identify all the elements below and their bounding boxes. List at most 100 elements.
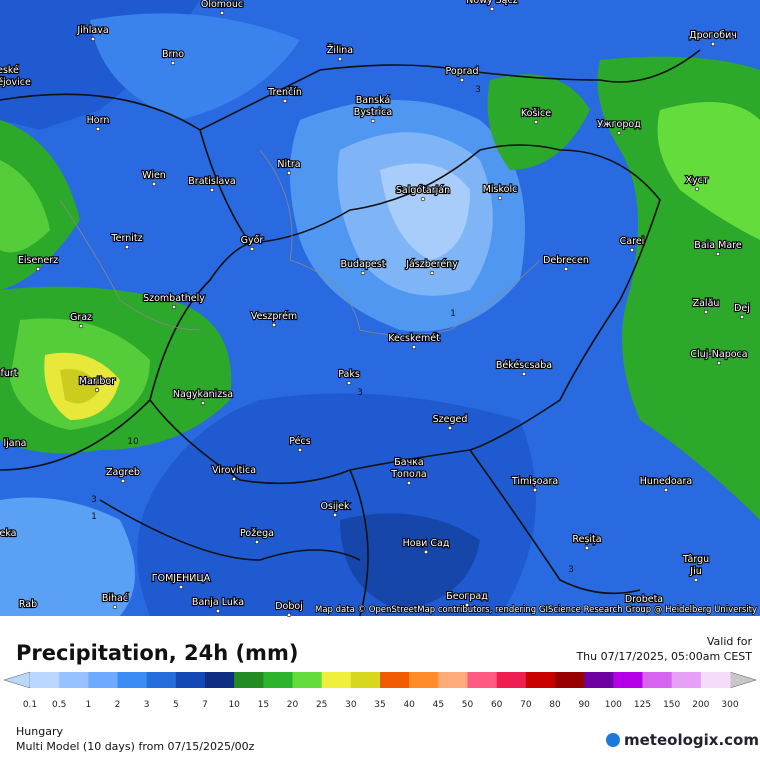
city-label: furt [1,368,18,379]
city-dot [35,266,41,272]
city-dot [716,360,722,366]
city-label: Eisenerz [18,255,58,266]
city-dot [694,186,700,192]
city-dot [231,476,237,482]
legend-label: 60 [491,700,503,710]
legend-label: 3 [144,700,150,710]
city-dot [563,266,569,272]
city-label: Ужгород [597,119,641,130]
legend-swatch [88,672,118,688]
city-dot [464,602,470,608]
brand[interactable]: meteologix.com [624,731,759,749]
legend-label: 0.5 [52,700,66,710]
model: Multi Model (10 days) from 07/15/2025/00… [16,740,255,753]
city-dot [715,251,721,257]
legend-label: 25 [316,700,327,710]
city-label: Olomouc [201,0,243,10]
contour-label: 1 [450,309,456,319]
contour-label: 3 [91,495,97,505]
city-dot [489,6,495,12]
city-dot [90,36,96,42]
legend-swatch [555,672,585,688]
city-label: Kecskemét [388,333,440,344]
legend-label: 150 [663,700,680,710]
city-dot [703,309,709,315]
attribution: Map data © OpenStreetMap contributors, r… [315,605,757,615]
city-dot [521,371,527,377]
legend-arrow-left [3,671,31,689]
city-dot [406,480,412,486]
city-dot [151,181,157,187]
city-label: Szeged [433,414,468,425]
city-dot [171,304,177,310]
city-label: Хуст [686,175,709,186]
city-label: Дрогобич [689,30,737,41]
city-label: Banská [356,95,390,106]
city-label: Horn [87,115,110,126]
legend-swatch [467,672,498,688]
city-dot [641,605,647,611]
city-dot [337,56,343,62]
city-label: Bihać [102,593,128,604]
legend-swatch [409,672,439,688]
legend-label: 125 [634,700,651,710]
legend-label: 45 [433,700,444,710]
legend-swatch [525,672,556,688]
city-label: Veszprém [251,311,297,322]
city-dot [360,270,366,276]
title: Precipitation, 24h (mm) [16,641,298,665]
city-label: Jiu [689,566,701,577]
city-label: Reșița [572,534,601,545]
city-dot [271,322,277,328]
city-dot [346,380,352,386]
city-dot [497,195,503,201]
legend-label: 90 [578,700,590,710]
city-dot [420,196,426,202]
city-label: Târgu [682,554,709,565]
legend-swatch [584,672,614,688]
city-label: Cluj-Napoca [690,349,747,360]
legend-swatch [496,672,527,688]
city-dot [120,478,126,484]
legend-swatch [117,672,148,688]
city-label: eské [0,65,19,76]
legend-swatch [321,672,352,688]
city-label: Békéscsaba [496,360,552,371]
city-dot [95,126,101,132]
city-label: Топола [390,469,427,480]
footer: Precipitation, 24h (mm) Valid for Thu 07… [16,635,759,753]
legend-label: 2 [115,700,121,710]
legend-label: 80 [549,700,561,710]
city-dot [297,447,303,453]
legend-swatch [671,672,702,688]
city-label: Banja Luka [192,597,244,608]
city-label: Doboj [275,601,303,612]
city-dot [739,314,745,320]
brand-logo [606,733,620,747]
valid-time: Thu 07/17/2025, 05:00am CEST [575,650,752,663]
city-dot [629,247,635,253]
city-dot [411,344,417,350]
city-label: Ternitz [110,233,142,244]
city-label: eka [0,528,17,539]
city-dot [215,608,221,614]
city-label: Brno [162,49,184,60]
city-label: ějovice [0,77,31,88]
legend-swatch [292,672,323,688]
city-label: Bratislava [188,176,235,187]
legend-label: 35 [374,700,385,710]
city-dot [533,119,539,125]
city-label: Graz [70,312,92,323]
legend-label: 30 [345,700,357,710]
contour-label: 3 [357,388,363,398]
city-dot [532,487,538,493]
contour-label: 3 [568,565,574,575]
legend-label: 15 [258,700,269,710]
legend-label: 200 [692,700,709,710]
legend-label: 70 [520,700,532,710]
city-label: Zalău [693,298,720,309]
legend-label: 100 [605,700,622,710]
city-dot [693,577,699,583]
city-label: Nagykanizsa [173,389,233,400]
